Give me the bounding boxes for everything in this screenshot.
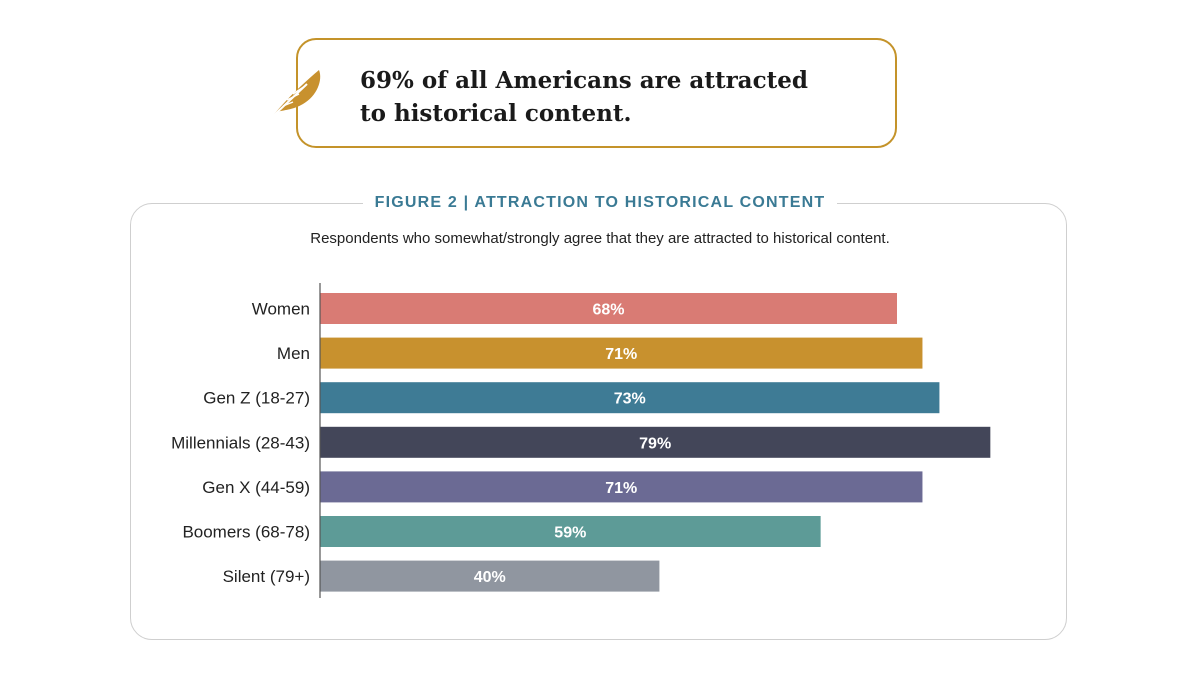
category-label-2: Gen Z (18-27)	[203, 389, 310, 408]
category-label-1: Men	[277, 344, 310, 363]
bar-5	[320, 516, 821, 547]
callout-headline: 69% of all Americans are attracted to hi…	[360, 64, 880, 130]
feather-icon	[268, 70, 321, 121]
bar-2	[320, 382, 940, 414]
bar-value-label-0: 68%	[592, 302, 624, 319]
bar-4	[320, 471, 923, 503]
category-label-5: Boomers (68-78)	[182, 523, 310, 542]
bar-value-label-3: 79%	[639, 435, 671, 452]
category-label-4: Gen X (44-59)	[202, 478, 310, 497]
bar-value-label-5: 59%	[554, 525, 586, 542]
bar-value-label-4: 71%	[605, 480, 637, 497]
chart-subtitle: Respondents who somewhat/strongly agree …	[310, 230, 890, 247]
bar-6	[320, 560, 660, 592]
category-label-0: Women	[252, 300, 310, 319]
bar-value-label-2: 73%	[614, 391, 646, 408]
bar-0	[320, 293, 897, 324]
bar-1	[320, 337, 923, 369]
headline-line-1: 69% of all Americans are attracted	[360, 67, 808, 94]
headline-line-2: to historical content.	[360, 100, 632, 127]
category-label-6: Silent (79+)	[223, 567, 310, 586]
category-label-3: Millennials (28-43)	[171, 433, 310, 452]
bar-value-label-1: 71%	[605, 346, 637, 363]
bar-value-label-6: 40%	[474, 569, 506, 586]
bar-3	[320, 426, 991, 458]
callout-box: 69% of all Americans are attracted to hi…	[296, 38, 897, 148]
